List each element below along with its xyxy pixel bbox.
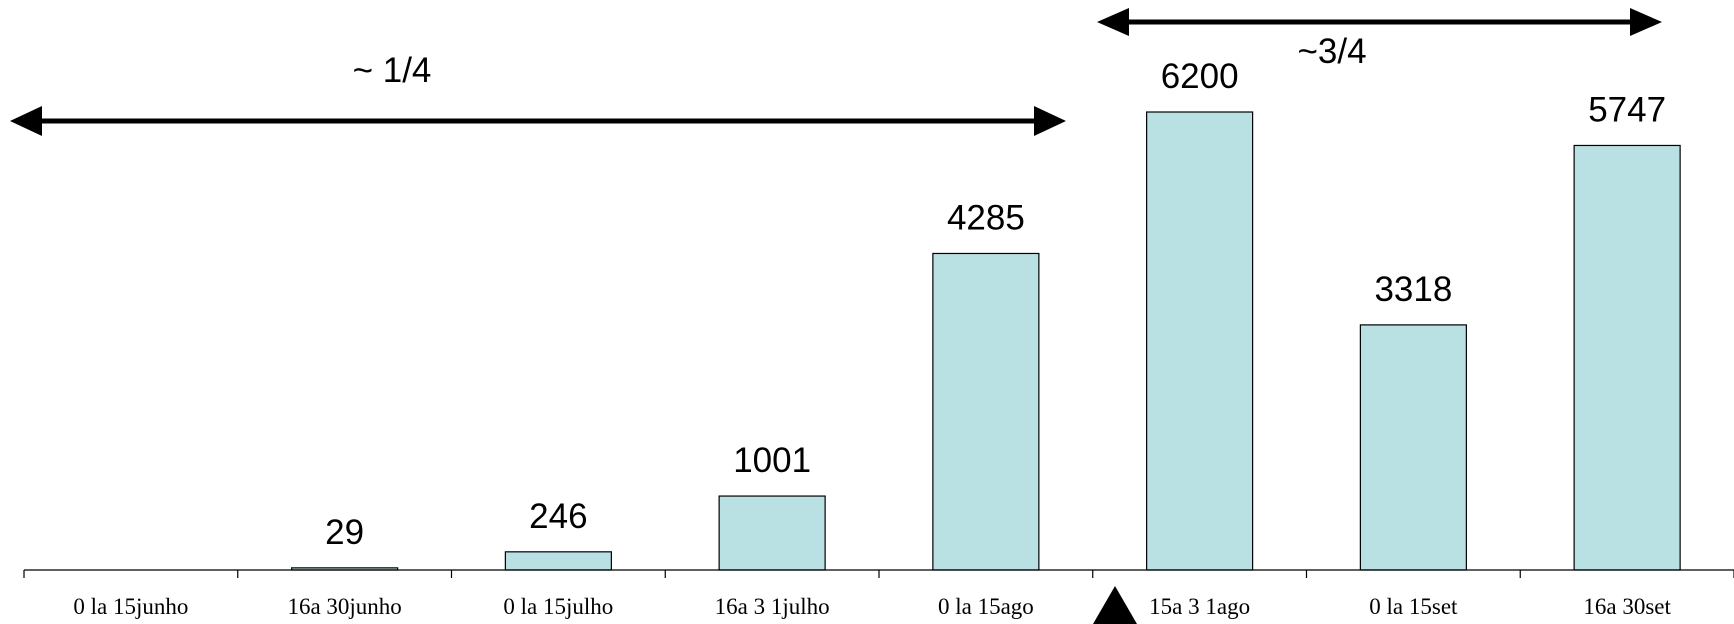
bar-value-label: 5747 [1588,90,1666,129]
bar [1573,144,1681,571]
bar-value-label: 6200 [1161,57,1239,96]
category-label: 15a 3 1ago [1149,594,1250,619]
bar [1359,324,1467,571]
bar-value-label: 29 [325,513,364,552]
bar-value-label: 3318 [1374,270,1452,309]
value-labels-group: 29 246 1001 4285 6200 3318 5747 [325,57,1666,552]
bar [718,495,826,571]
category-labels-group: 0 la 15junho 16a 30junho 0 la 15julho 16a 3… [73,594,1671,619]
bar-value-label: 4285 [947,198,1025,237]
left-arrow-label: ~ 1/4 [353,51,432,90]
triangle-up-icon [1093,586,1137,624]
bar [1146,111,1254,571]
right-double-arrow [1097,8,1662,36]
category-label: 16a 30junho [287,594,401,619]
category-label: 0 la 15set [1369,594,1458,619]
bar-value-label: 246 [529,497,587,536]
x-ticks-group [23,570,1734,578]
category-label: 0 la 15ago [938,594,1034,619]
left-double-arrow [10,106,1066,136]
bar-value-label: 1001 [733,441,811,480]
category-label: 16a 3 1julho [715,594,830,619]
category-label: 16a 30set [1583,594,1671,619]
bar [932,252,1040,571]
category-label: 0 la 15junho [73,594,188,619]
right-arrow-label: ~3/4 [1297,32,1366,71]
bar [504,551,612,571]
category-label: 0 la 15julho [503,594,613,619]
bars-group [291,111,1681,571]
